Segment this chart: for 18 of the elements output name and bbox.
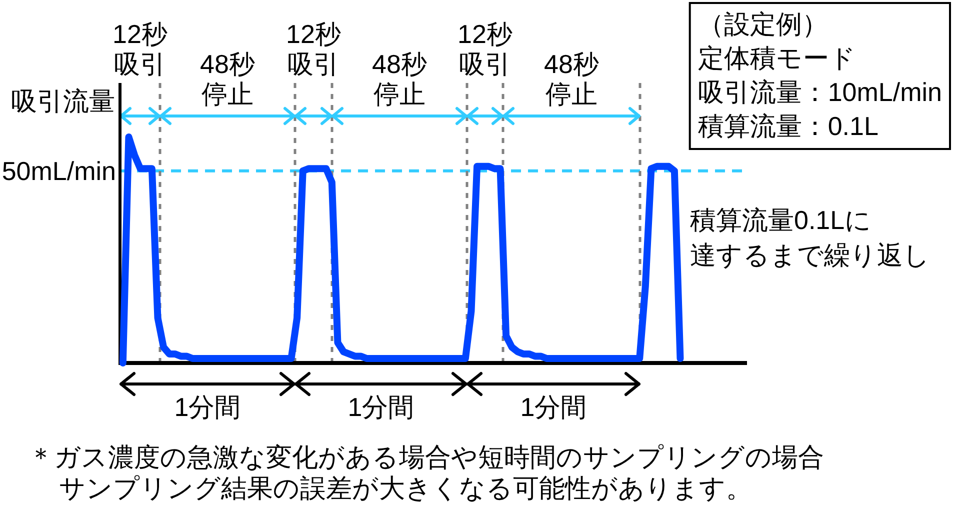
text: （設定例）: [698, 9, 828, 39]
text: 1分間: [348, 392, 414, 422]
text: 定体積モード: [698, 43, 856, 73]
text: ＊ガス濃度の急激な変化がある場合や短時間のサンプリングの場合サンプリング結果の誤差が大きくなる可能性があります。: [28, 442, 824, 503]
text: 12秒吸引: [286, 19, 341, 79]
text: 12秒吸引: [112, 19, 168, 79]
ref-line-label: 50mL/min: [2, 156, 116, 186]
text: 1分間: [520, 392, 587, 422]
text: 吸引流量：10mL/min: [698, 77, 942, 107]
annotation: 達するまで繰り返し: [690, 240, 930, 270]
text: 1分間: [174, 392, 241, 422]
text: 48秒停止: [372, 49, 427, 109]
text: 12秒吸引: [458, 19, 512, 79]
annotation: 積算流量：0.1L: [698, 111, 878, 141]
text: 48秒停止: [544, 49, 599, 109]
y-axis-title: 吸引流量: [11, 86, 115, 116]
annotation: 積算流量0.1Lに: [690, 205, 872, 235]
text: 48秒停止: [200, 49, 255, 109]
